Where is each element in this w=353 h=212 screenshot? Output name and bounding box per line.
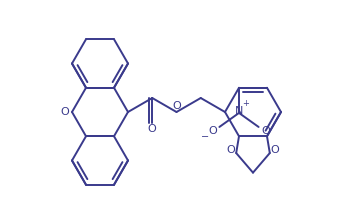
Text: O: O: [261, 126, 270, 136]
Text: +: +: [243, 99, 250, 109]
Text: −: −: [201, 132, 209, 142]
Text: O: O: [208, 126, 217, 136]
Text: O: O: [148, 124, 157, 134]
Text: O: O: [270, 145, 279, 155]
Text: N: N: [235, 106, 243, 116]
Text: O: O: [61, 107, 70, 117]
Text: O: O: [227, 145, 235, 155]
Text: O: O: [172, 101, 181, 111]
